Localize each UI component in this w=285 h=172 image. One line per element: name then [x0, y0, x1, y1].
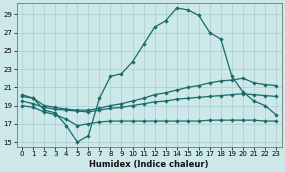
X-axis label: Humidex (Indice chaleur): Humidex (Indice chaleur): [89, 159, 209, 169]
